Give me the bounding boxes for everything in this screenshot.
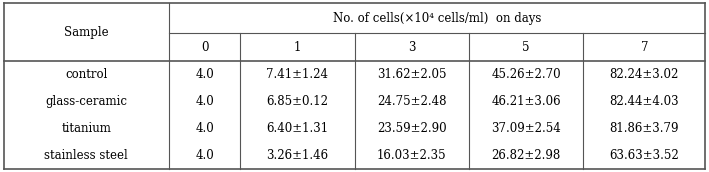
Text: 45.26±2.70: 45.26±2.70 <box>491 68 561 81</box>
Text: 31.62±2.05: 31.62±2.05 <box>377 68 447 81</box>
Text: 4.0: 4.0 <box>195 68 214 81</box>
Text: 81.86±3.79: 81.86±3.79 <box>610 122 679 135</box>
Text: 37.09±2.54: 37.09±2.54 <box>491 122 561 135</box>
Text: stainless steel: stainless steel <box>45 149 128 162</box>
Text: 23.59±2.90: 23.59±2.90 <box>377 122 447 135</box>
Text: 6.85±0.12: 6.85±0.12 <box>267 95 328 108</box>
Text: control: control <box>65 68 108 81</box>
Text: 4.0: 4.0 <box>195 95 214 108</box>
Text: 16.03±2.35: 16.03±2.35 <box>377 149 447 162</box>
Text: 7: 7 <box>641 41 648 54</box>
Text: 63.63±3.52: 63.63±3.52 <box>610 149 679 162</box>
Text: 26.82±2.98: 26.82±2.98 <box>491 149 561 162</box>
Text: 4.0: 4.0 <box>195 122 214 135</box>
Text: glass-ceramic: glass-ceramic <box>45 95 128 108</box>
Text: 1: 1 <box>294 41 301 54</box>
Text: 82.24±3.02: 82.24±3.02 <box>610 68 679 81</box>
Text: 0: 0 <box>201 41 208 54</box>
Text: 4.0: 4.0 <box>195 149 214 162</box>
Text: titanium: titanium <box>62 122 111 135</box>
Text: Sample: Sample <box>64 26 108 39</box>
Text: 7.41±1.24: 7.41±1.24 <box>267 68 328 81</box>
Text: 3.26±1.46: 3.26±1.46 <box>267 149 328 162</box>
Text: 3: 3 <box>408 41 415 54</box>
Text: 6.40±1.31: 6.40±1.31 <box>267 122 328 135</box>
Text: 46.21±3.06: 46.21±3.06 <box>491 95 561 108</box>
Text: 24.75±2.48: 24.75±2.48 <box>377 95 447 108</box>
Text: 82.44±4.03: 82.44±4.03 <box>610 95 679 108</box>
Text: 5: 5 <box>523 41 530 54</box>
Text: No. of cells(×10⁴ cells/ml)  on days: No. of cells(×10⁴ cells/ml) on days <box>333 12 542 25</box>
